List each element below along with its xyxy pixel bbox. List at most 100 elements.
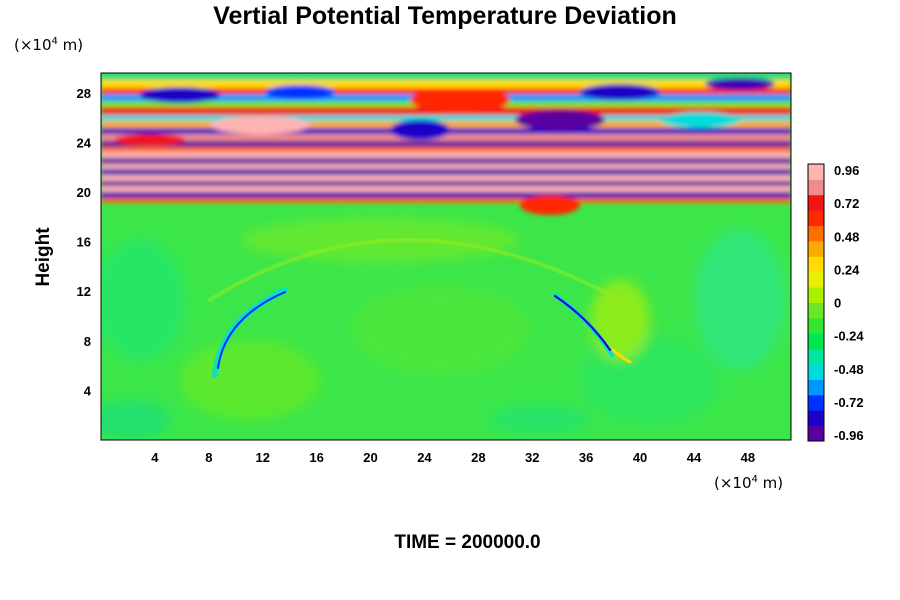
colorbar-tick-label: 0 <box>834 296 841 311</box>
colorbar-swatch <box>808 225 824 242</box>
stripe <box>101 175 791 181</box>
stripe <box>101 158 791 164</box>
blob <box>705 78 775 90</box>
left-arc <box>217 291 286 369</box>
stripe <box>101 152 791 158</box>
blob <box>660 112 740 128</box>
colorbar-frame <box>807 163 825 442</box>
colorbar-swatch <box>808 210 824 227</box>
colorbar-swatch <box>808 179 824 196</box>
x-tick-label: 36 <box>579 450 593 465</box>
patch <box>101 400 170 440</box>
y-tick-label: 24 <box>77 135 92 150</box>
x-tick-label: 16 <box>309 450 323 465</box>
time-label: TIME = 200000.0 <box>394 532 541 553</box>
x-unit-suffix: m) <box>758 474 783 492</box>
upper-layer <box>101 73 791 215</box>
y-tick-label: 12 <box>77 284 91 299</box>
colorbar-tick-label: -0.48 <box>834 362 864 377</box>
y-tick-label: 16 <box>77 235 91 250</box>
stripe <box>101 186 791 192</box>
y-unit-prefix: (×10 <box>14 36 52 54</box>
colorbar-tick-label: -0.72 <box>834 395 864 410</box>
x-tick-label: 4 <box>151 450 159 465</box>
stripe <box>101 141 791 147</box>
colorbar-swatch <box>808 379 824 396</box>
blob <box>210 116 310 134</box>
blob <box>390 120 450 140</box>
colorbar-tick-label: 0.24 <box>834 262 860 277</box>
colorbar-swatch <box>808 271 824 288</box>
y-tick-label: 4 <box>84 383 92 398</box>
x-axis-ticks: 4 8 12 16 20 24 28 32 36 40 44 48 <box>151 450 755 465</box>
y-tick-label: 20 <box>77 185 91 200</box>
blob <box>410 88 510 112</box>
colorbar-swatch <box>808 194 824 211</box>
blob <box>115 134 185 146</box>
stripe <box>101 147 791 152</box>
arc-features <box>208 238 632 378</box>
dome-outline <box>208 238 622 302</box>
colorbar-swatch <box>808 256 824 273</box>
stripe <box>101 198 791 203</box>
colorbar-swatch <box>808 164 824 180</box>
x-tick-label: 8 <box>205 450 212 465</box>
colorbar-tick-label: 0.72 <box>834 196 859 211</box>
colorbar-swatch <box>808 425 824 442</box>
x-tick-label: 40 <box>633 450 647 465</box>
stripe <box>101 169 791 175</box>
colorbar-swatch <box>808 348 824 365</box>
chart-title: Vertial Potential Temperature Deviation <box>213 2 677 30</box>
colorbar-swatches <box>808 164 824 442</box>
x-tick-label: 44 <box>687 450 702 465</box>
colorbar-swatch <box>808 240 824 257</box>
y-tick-label: 8 <box>84 334 91 349</box>
blob <box>580 84 660 100</box>
colorbar-tick-label: 0.96 <box>834 163 859 178</box>
x-unit-exponent: 4 <box>752 474 758 485</box>
stripe <box>101 121 791 128</box>
x-tick-label: 32 <box>525 450 539 465</box>
y-tick-label: 28 <box>77 86 91 101</box>
colorbar-tick-label: -0.24 <box>834 329 864 344</box>
colorbar-swatch <box>808 302 824 319</box>
colorbar-swatch <box>808 394 824 411</box>
x-unit-label: (×104 m) <box>714 474 783 492</box>
y-axis-ticks: 4 8 12 16 20 24 28 <box>77 86 92 399</box>
patch <box>101 240 185 360</box>
colorbar: 0.96 0.72 0.48 0.24 0 -0.24 -0.48 -0.72 -0.96 <box>807 163 864 443</box>
stripe <box>101 115 791 121</box>
right-arc <box>554 295 611 351</box>
y-unit-suffix: m) <box>58 36 83 54</box>
x-tick-label: 28 <box>471 450 485 465</box>
plot-frame <box>100 72 792 441</box>
x-tick-label: 12 <box>255 450 269 465</box>
stripe <box>101 134 791 141</box>
colorbar-tick-label: 0.48 <box>834 229 859 244</box>
stripe <box>101 192 791 198</box>
patch <box>695 230 785 370</box>
blob <box>265 85 335 99</box>
colorbar-swatch <box>808 364 824 380</box>
x-tick-label: 24 <box>417 450 432 465</box>
blob <box>140 87 220 103</box>
y-unit-label: (×104 m) <box>14 36 83 54</box>
colorbar-labels: 0.96 0.72 0.48 0.24 0 -0.24 -0.48 -0.72 -0.96 <box>834 163 864 443</box>
patch <box>590 280 650 360</box>
stripe <box>101 80 791 88</box>
colorbar-swatch <box>808 317 824 334</box>
y-unit-exponent: 4 <box>52 36 58 47</box>
x-unit-prefix: (×10 <box>714 474 752 492</box>
x-tick-label: 20 <box>363 450 377 465</box>
blob <box>515 110 605 130</box>
heatmap-field <box>101 73 791 440</box>
left-arc-halo <box>212 287 288 378</box>
stripe <box>101 181 791 186</box>
blob <box>520 195 580 215</box>
colorbar-swatch <box>808 410 824 427</box>
colorbar-swatch <box>808 287 824 303</box>
colorbar-tick-label: -0.96 <box>834 428 864 443</box>
patch <box>350 285 530 375</box>
stripe <box>101 164 791 169</box>
